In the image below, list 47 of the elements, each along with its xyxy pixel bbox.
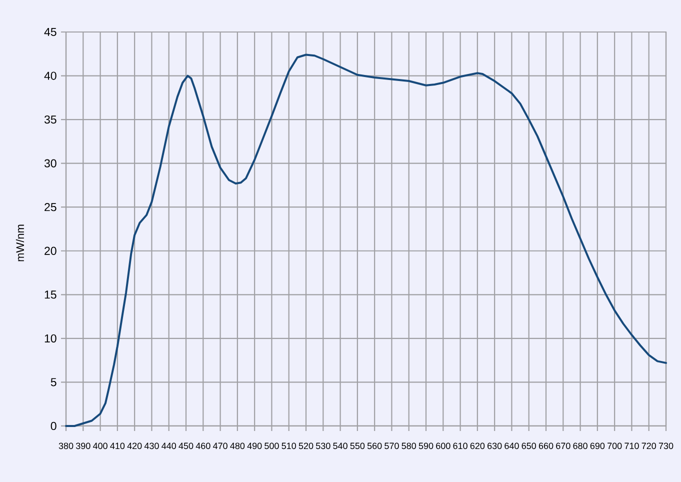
y-tick-label: 30 <box>44 159 56 168</box>
x-tick-label: 730 <box>658 442 674 450</box>
x-tick-label: 430 <box>144 442 159 450</box>
y-tick-label: 15 <box>44 290 56 299</box>
x-tick-label: 660 <box>538 442 554 450</box>
x-tick-label: 580 <box>402 442 416 450</box>
x-tick-label: 610 <box>453 442 468 450</box>
y-tick-label: 45 <box>44 28 56 36</box>
x-tick-label: 420 <box>127 442 142 450</box>
x-tick-label: 690 <box>590 442 605 450</box>
x-tick-label: 410 <box>110 442 125 450</box>
y-tick-label: 0 <box>50 422 56 430</box>
x-tick-label: 600 <box>436 442 450 450</box>
x-tick-label: 400 <box>92 442 108 450</box>
x-tick-label: 450 <box>178 442 194 450</box>
y-axis-title: mW/nm <box>16 224 24 262</box>
x-tick-label: 530 <box>316 442 330 450</box>
y-tick-label: 20 <box>44 246 56 255</box>
y-tick-label: 25 <box>44 203 56 212</box>
x-tick-label: 500 <box>264 442 279 450</box>
x-tick-label: 540 <box>333 442 348 450</box>
x-tick-label: 440 <box>162 442 176 450</box>
x-tick-label: 630 <box>488 442 502 450</box>
y-tick-label: 40 <box>44 72 56 80</box>
x-tick-label: 670 <box>556 442 570 450</box>
x-tick-label: 490 <box>247 442 262 450</box>
x-tick-label: 470 <box>212 442 228 450</box>
x-tick-label: 460 <box>196 442 210 450</box>
y-tick-label: 35 <box>44 115 56 124</box>
x-tick-label: 710 <box>624 442 639 450</box>
x-tick-label: 520 <box>298 442 314 450</box>
x-tick-label: 510 <box>282 442 296 450</box>
x-tick-label: 590 <box>418 442 434 450</box>
x-tick-label: 380 <box>58 442 74 450</box>
x-tick-label: 720 <box>642 442 656 450</box>
x-tick-label: 390 <box>76 442 90 450</box>
y-tick-label: 10 <box>44 334 56 342</box>
x-tick-label: 680 <box>573 442 588 450</box>
x-tick-label: 480 <box>230 442 245 450</box>
x-tick-label: 570 <box>384 442 399 450</box>
x-tick-label: 700 <box>608 442 622 450</box>
y-tick-label: 5 <box>50 378 56 386</box>
x-tick-label: 650 <box>522 442 536 450</box>
x-tick-label: 620 <box>470 442 485 450</box>
x-tick-label: 560 <box>367 442 382 450</box>
x-tick-label: 550 <box>350 442 365 450</box>
x-tick-label: 640 <box>504 442 519 450</box>
